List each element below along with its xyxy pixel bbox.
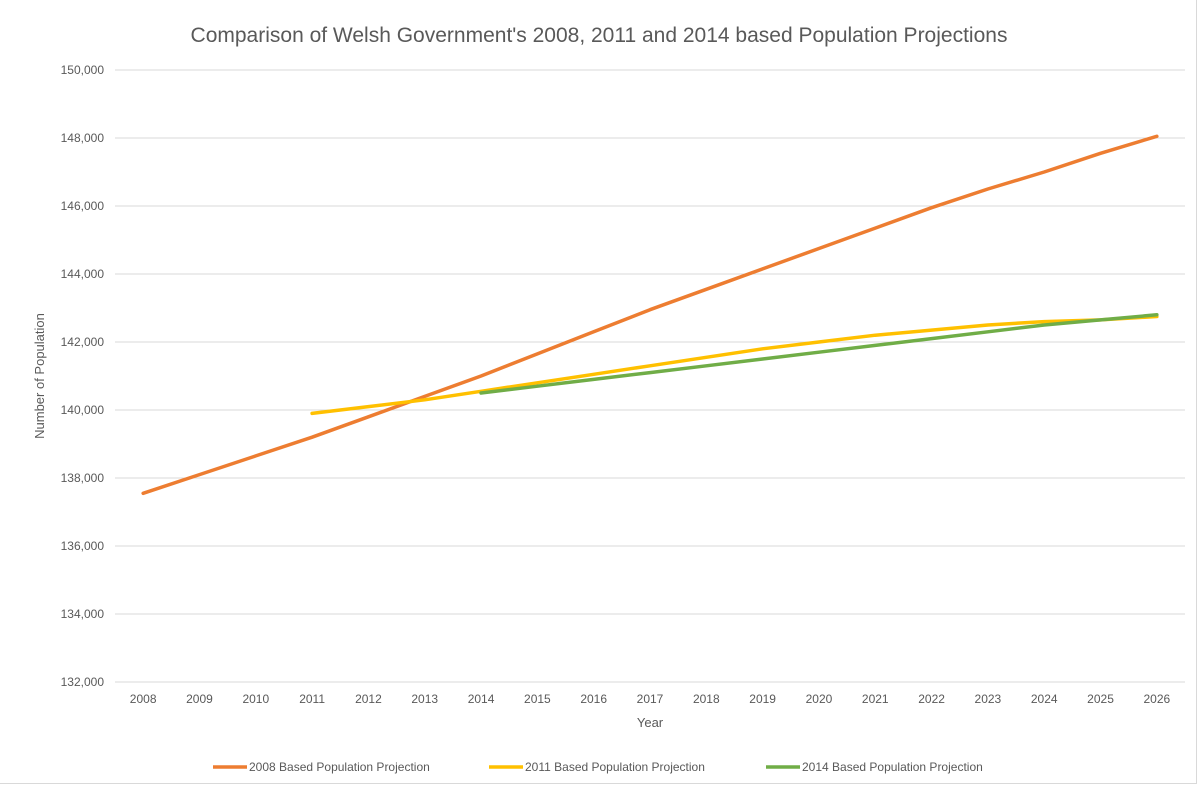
y-tick-label: 146,000 <box>61 199 105 213</box>
y-tick-label: 132,000 <box>61 675 105 689</box>
y-tick-label: 142,000 <box>61 335 105 349</box>
y-tick-label: 138,000 <box>61 471 105 485</box>
series-line <box>310 314 1159 416</box>
x-tick-label: 2009 <box>186 692 213 706</box>
chart-title: Comparison of Welsh Government's 2008, 2… <box>190 24 1008 47</box>
y-tick-label: 150,000 <box>61 63 105 77</box>
x-tick-label: 2014 <box>468 692 495 706</box>
y-axis-label: Number of Population <box>32 313 47 439</box>
legend-label: 2008 Based Population Projection <box>249 760 430 774</box>
legend: 2008 Based Population Projection 2011 Bas… <box>213 760 983 774</box>
x-tick-label: 2015 <box>524 692 551 706</box>
x-tick-label: 2012 <box>355 692 382 706</box>
x-tick-label: 2018 <box>693 692 720 706</box>
x-tick-label: 2010 <box>242 692 269 706</box>
y-tick-label: 140,000 <box>61 403 105 417</box>
series-line <box>479 313 1159 395</box>
x-tick-label: 2017 <box>637 692 664 706</box>
x-tick-label: 2019 <box>749 692 776 706</box>
y-tick-label: 148,000 <box>61 131 105 145</box>
legend-label: 2014 Based Population Projection <box>802 760 983 774</box>
legend-label: 2011 Based Population Projection <box>525 760 705 774</box>
x-tick-label: 2022 <box>918 692 945 706</box>
x-tick-label: 2008 <box>130 692 157 706</box>
x-tick-label: 2026 <box>1143 692 1170 706</box>
x-tick-label: 2013 <box>411 692 438 706</box>
series-lines <box>141 134 1159 496</box>
y-axis-ticks: 132,000 134,000 136,000 138,000 140,000 142,0… <box>61 63 105 689</box>
x-tick-label: 2025 <box>1087 692 1114 706</box>
y-tick-label: 144,000 <box>61 267 105 281</box>
x-tick-label: 2024 <box>1031 692 1058 706</box>
y-tick-label: 136,000 <box>61 539 105 553</box>
x-tick-label: 2020 <box>806 692 833 706</box>
x-axis-label: Year <box>637 715 664 730</box>
y-tick-label: 134,000 <box>61 607 105 621</box>
x-tick-label: 2016 <box>580 692 607 706</box>
x-tick-label: 2021 <box>862 692 889 706</box>
x-axis-ticks: 2008 2009 2010 2011 2012 2013 2014 2015 2016 2017… <box>130 692 1171 706</box>
series-line <box>141 134 1159 496</box>
gridlines <box>115 69 1185 683</box>
x-tick-label: 2011 <box>299 692 325 706</box>
x-tick-label: 2023 <box>975 692 1002 706</box>
